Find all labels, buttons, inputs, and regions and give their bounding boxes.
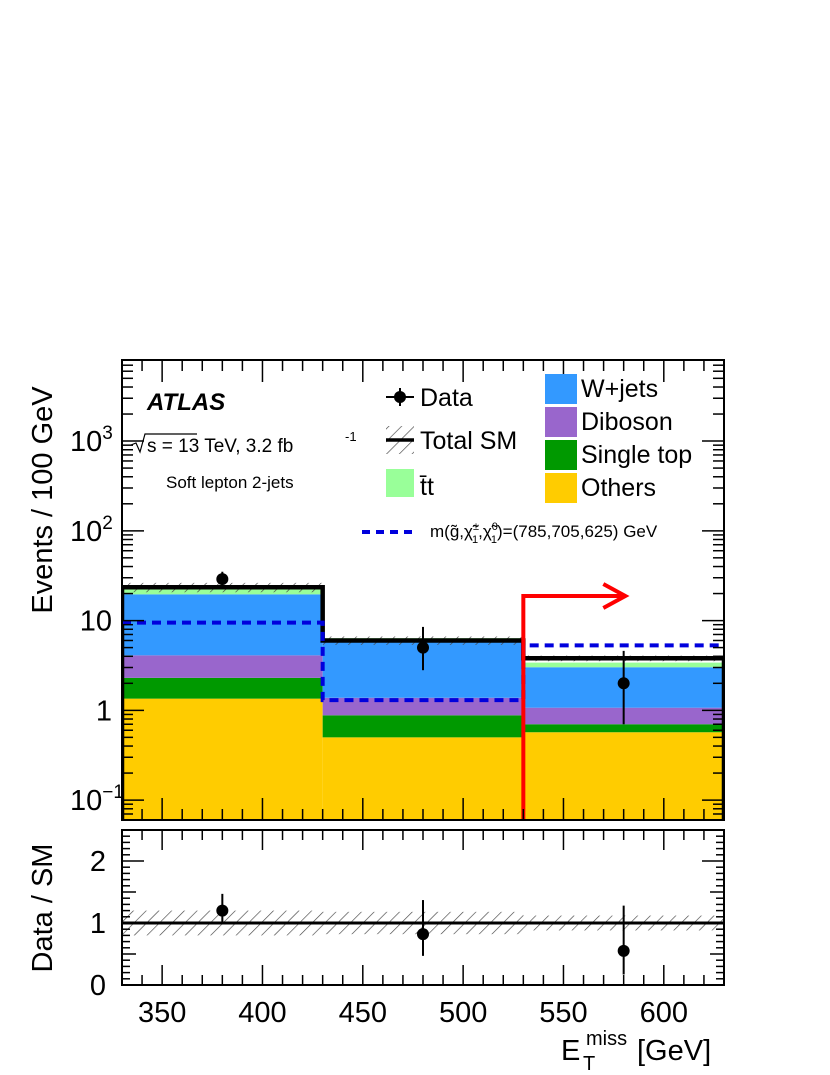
stack-bar-1-bin-2 xyxy=(523,724,724,733)
region-label: Soft lepton 2-jets xyxy=(166,473,294,492)
stack-bar-0-bin-2 xyxy=(523,732,724,820)
cut-arrow xyxy=(521,582,630,820)
cut-arrow-head-icon xyxy=(602,582,630,610)
stack-bar-1-bin-0 xyxy=(122,677,323,699)
data-points xyxy=(216,571,630,725)
legend-wjets: W+jets xyxy=(545,374,658,404)
data-point-2 xyxy=(617,677,630,690)
stack-bar-0-bin-0 xyxy=(122,698,323,820)
diboson-swatch-icon xyxy=(545,407,577,437)
ratio-axis-ticks: 0 1 2 350 400 450 500 550 600 xyxy=(90,830,725,1029)
x-tick-label-2: 450 xyxy=(339,997,387,1029)
legend-total-sm: Total SM xyxy=(386,426,517,455)
x-tick-label-1: 400 xyxy=(238,997,286,1029)
svg-text:Diboson: Diboson xyxy=(581,408,673,436)
stack-bar-1-bin-1 xyxy=(322,715,524,738)
x-axis-label-sup: miss xyxy=(586,1028,627,1050)
y-tick-label-4: 103 xyxy=(70,423,113,458)
main-y-axis-label: Events / 100 GeV xyxy=(27,386,59,614)
y-tick-label-0: 10−1 xyxy=(70,782,124,817)
stack-bar-2-bin-0 xyxy=(122,655,323,678)
ratio-data-points xyxy=(216,893,630,975)
legend-data: Data xyxy=(386,384,473,412)
single-top-swatch-icon xyxy=(545,440,577,470)
legend-ttbar: t̄t xyxy=(386,469,434,501)
ratio-y-axis-label: Data / SM xyxy=(27,844,59,973)
sqrt-sign-icon xyxy=(130,433,197,454)
x-axis-label: E T miss [GeV] xyxy=(561,1028,711,1075)
svg-text:Data: Data xyxy=(420,384,473,412)
signal-step xyxy=(122,620,724,703)
main-axis-ticks: 10−1 1 10 102 103 xyxy=(70,359,725,821)
x-tick-label-5: 600 xyxy=(640,997,688,1029)
lumi-exponent: -1 xyxy=(345,429,357,444)
svg-text:Total SM: Total SM xyxy=(420,427,517,455)
x-axis-label-main: E xyxy=(561,1035,580,1067)
ttbar-swatch-icon xyxy=(386,469,414,497)
y-tick-label-2: 10 xyxy=(80,606,112,638)
stack-bar-3-bin-0 xyxy=(122,594,323,656)
ratio-y-tick-label-0: 0 xyxy=(90,970,106,1002)
energy-text: s = 13 TeV, 3.2 fb xyxy=(147,436,293,457)
stack-bar-2-bin-1 xyxy=(322,697,524,716)
y-tick-label-1: 1 xyxy=(96,695,112,727)
data-marker-icon xyxy=(394,391,406,403)
ratio-y-tick-label-1: 1 xyxy=(90,908,106,940)
legend-diboson: Diboson xyxy=(545,407,673,437)
data-point-1 xyxy=(417,641,429,654)
wjets-swatch-icon xyxy=(545,374,577,404)
ratio-y-tick-label-2: 2 xyxy=(90,846,106,878)
x-axis-label-sub: T xyxy=(583,1053,595,1075)
svg-text:t̄t: t̄t xyxy=(419,473,434,501)
others-swatch-icon xyxy=(545,473,577,503)
energy-lumi-label: s = 13 TeV, 3.2 fb -1 xyxy=(130,429,357,457)
cut-arrow-line xyxy=(521,594,624,820)
y-tick-label-3: 102 xyxy=(70,513,113,548)
x-tick-label-0: 350 xyxy=(138,997,186,1029)
x-axis-label-unit: [GeV] xyxy=(637,1035,711,1067)
x-tick-label-4: 550 xyxy=(539,997,587,1029)
svg-text:W+jets: W+jets xyxy=(581,375,658,403)
x-tick-label-3: 500 xyxy=(439,997,487,1029)
legend-single-top: Single top xyxy=(545,440,692,470)
svg-text:Others: Others xyxy=(581,474,656,502)
legend-signal: m(g̃,χ̃± 1,χ̃0 1)=(785,705,625) GeV xyxy=(362,521,658,546)
ratio-point-1 xyxy=(417,928,429,941)
ratio-point-0 xyxy=(216,904,229,917)
ratio-point-2 xyxy=(617,944,630,957)
data-point-0 xyxy=(216,573,229,586)
svg-text:Single top: Single top xyxy=(581,441,692,469)
legend-others: Others xyxy=(545,473,656,503)
signal-line xyxy=(122,620,724,703)
signal-legend-text: m(g̃,χ̃± 1,χ̃0 1)=(785,705,625) GeV xyxy=(430,521,658,546)
stack-bar-0-bin-1 xyxy=(322,737,524,820)
atlas-label: ATLAS xyxy=(146,389,225,416)
